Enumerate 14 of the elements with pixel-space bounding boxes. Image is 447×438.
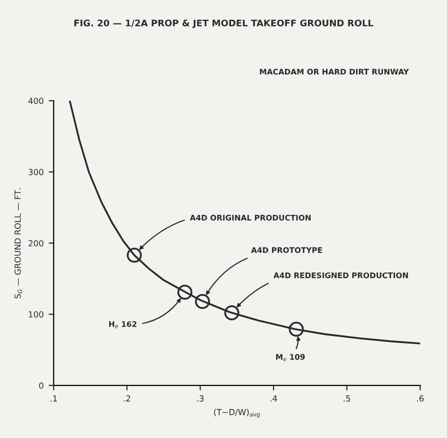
x-tick-label: .5: [344, 395, 350, 402]
chart-title: FIG. 20 — 1/2A PROP & JET MODEL TAKEOFF GROUND ROLL: [74, 20, 374, 28]
x-axis-title: (T−D/W)$_{avg}$: [214, 408, 260, 418]
y-tick-label: 200: [28, 240, 44, 246]
y-tick-label: 0: [39, 382, 44, 389]
x-tick-label: .3: [197, 395, 204, 402]
x-tick-label: .6: [417, 395, 424, 402]
y-tick-label: 300: [28, 168, 44, 176]
y-axis-title: S$_{G}$ — GROUND ROLL — FT.: [14, 188, 22, 298]
y-tick-label: 100: [28, 311, 44, 318]
x-tick-label: .2: [124, 395, 130, 402]
x-tick-label: .4: [270, 395, 278, 402]
x-tick-label: .1: [50, 395, 57, 402]
y-tick-label: 400: [28, 98, 44, 104]
